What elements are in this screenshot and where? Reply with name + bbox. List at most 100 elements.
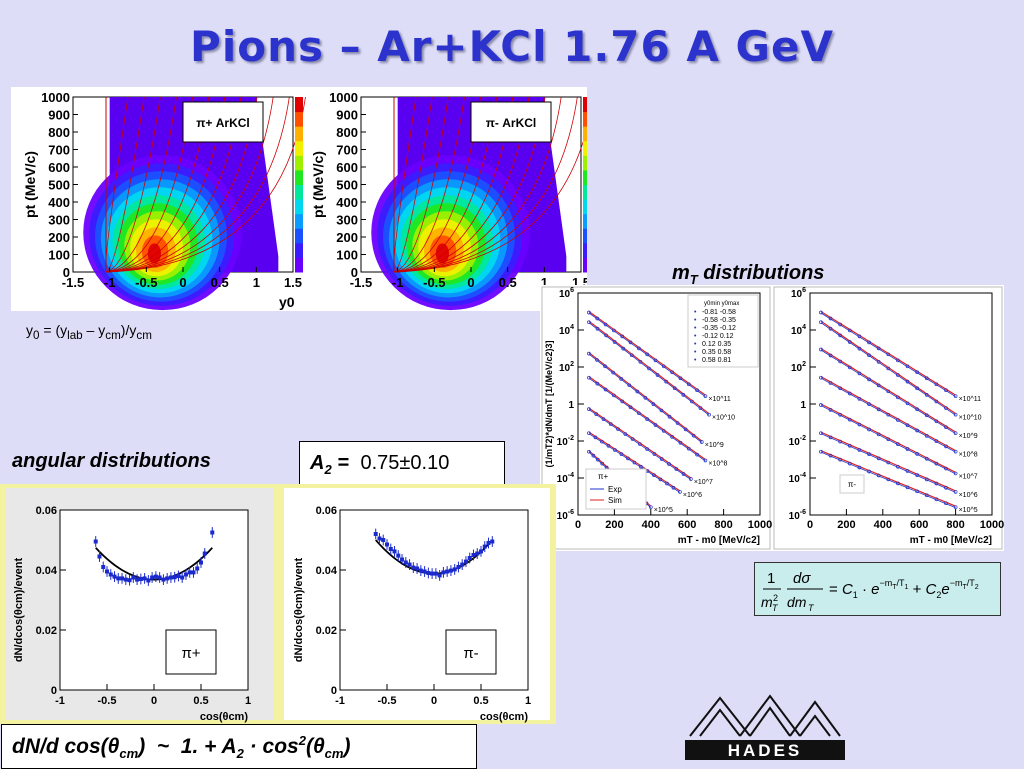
sim-curve — [820, 431, 956, 492]
colorbar-segment — [295, 169, 303, 185]
x-tick-label: 1000 — [748, 519, 772, 531]
data-point — [600, 461, 605, 466]
data-point — [475, 551, 480, 556]
legend-header: y0min y0max — [704, 301, 739, 307]
data-point — [876, 432, 881, 437]
data-point — [123, 577, 128, 582]
data-point — [847, 328, 852, 333]
data-point — [828, 435, 833, 440]
data-point — [924, 376, 929, 381]
sim-curve — [588, 320, 710, 415]
svg-text:m: m — [761, 594, 773, 610]
kinematic-curve — [105, 96, 161, 273]
data-point — [896, 395, 900, 400]
data-point — [648, 505, 653, 510]
data-point — [120, 576, 125, 581]
x-tick-label: 800 — [946, 519, 964, 531]
svg-text:dm: dm — [787, 594, 807, 610]
y-tick-label: 500 — [48, 178, 70, 193]
data-point — [847, 461, 852, 466]
y-tick-label: 300 — [48, 213, 70, 228]
x-tick-label: -0.5 — [423, 275, 445, 290]
data-point — [587, 310, 591, 315]
data-point — [944, 444, 948, 449]
data-point — [695, 388, 699, 393]
hades-logo-text: HADES — [728, 741, 803, 760]
colorbar-segment — [295, 111, 303, 127]
exp-curve — [820, 405, 956, 475]
x-tick-label: 1 — [253, 275, 260, 290]
mt-formula: 1 m T 2 dσ dm T = C1 · e−mT/T1 + C2e−mT/… — [754, 562, 1001, 616]
y-tick-label: 0.06 — [316, 505, 337, 517]
data-point — [433, 571, 438, 576]
data-point — [953, 471, 958, 476]
data-point — [105, 569, 109, 574]
exp-curve — [820, 322, 956, 416]
data-point — [838, 359, 843, 364]
sim-curve — [588, 311, 706, 396]
data-point — [612, 328, 616, 333]
y-tick-label: 700 — [336, 143, 358, 158]
data-point — [934, 481, 939, 486]
ang-piplus-plot: 0 0.02 0.04 0.06 -1 -0.5 0 0.5 1 cos(θcm) dN/dcos(… — [13, 505, 251, 723]
legend-marker: • — [694, 317, 697, 324]
y-tick-label: 1000 — [329, 90, 358, 105]
data-point — [112, 574, 117, 579]
data-point — [819, 431, 823, 436]
y-tick-label: 800 — [48, 125, 70, 140]
x-axis-label: y0 — [279, 294, 295, 310]
legend-marker: • — [694, 333, 697, 340]
legend-box — [165, 629, 217, 675]
exp-curve — [588, 433, 681, 493]
svg-text:T: T — [808, 603, 815, 613]
x-tick-label: 200 — [837, 519, 855, 531]
sim-curve — [820, 347, 956, 433]
data-point — [628, 405, 633, 410]
x-axis-label: mT - m0 [MeV/c2] — [678, 535, 760, 546]
colorbar-segment — [583, 184, 591, 200]
data-point — [944, 466, 948, 471]
data-point — [138, 577, 143, 581]
data-point — [601, 417, 606, 421]
sim-curve — [588, 352, 703, 442]
colorbar-segment — [295, 126, 303, 142]
data-point — [202, 551, 207, 556]
exp-curve — [588, 377, 706, 462]
data-point — [924, 456, 929, 461]
data-point — [924, 477, 929, 482]
y-tick-label: 0 — [51, 685, 57, 697]
legend-label: π- — [463, 645, 478, 662]
a2-value: 0.75±0.10 — [360, 452, 450, 474]
data-point — [953, 449, 958, 454]
data-point — [886, 352, 891, 357]
mt-panels: 10-6 10-4 10-2 1 102 104 106 0 200 400 600 800 1000 m… — [540, 285, 1004, 551]
legend-marker: • — [694, 349, 697, 356]
legend-label: π+ ArKCl — [196, 116, 250, 130]
series-legend-exp: Exp — [608, 485, 622, 494]
data-point — [422, 569, 427, 574]
data-point — [411, 565, 416, 570]
y-axis-label: pt (MeV/c) — [310, 151, 326, 218]
data-point — [819, 347, 823, 352]
piminus-ptY-plot: π- ArKCl 0 100 200 300 400 500 600 700 800 900 1000… — [310, 90, 594, 311]
data-point — [616, 427, 620, 431]
data-point — [587, 431, 591, 436]
data-point — [373, 532, 378, 536]
series-legend-title: π- — [848, 480, 857, 489]
svg-text:= C1 · e−mT/T1 + C2e−mT/T2: = C1 · e−mT/T1 + C2e−mT/T2 — [829, 578, 979, 600]
kinematic-curve — [105, 96, 177, 273]
y-axis-label: dN/dcos(θcm)/event — [13, 557, 25, 662]
data-point — [664, 379, 668, 384]
data-point — [944, 406, 948, 410]
data-point — [857, 334, 862, 339]
colorbar-segment — [583, 242, 591, 258]
data-point — [847, 391, 852, 396]
data-point — [867, 353, 871, 358]
data-point — [683, 427, 688, 432]
data-point — [630, 437, 635, 441]
colorbar-segment — [295, 213, 303, 229]
data-point — [924, 433, 929, 438]
data-point — [593, 435, 598, 440]
colorbar-segment — [583, 140, 591, 156]
colorbar-segment — [295, 97, 303, 113]
